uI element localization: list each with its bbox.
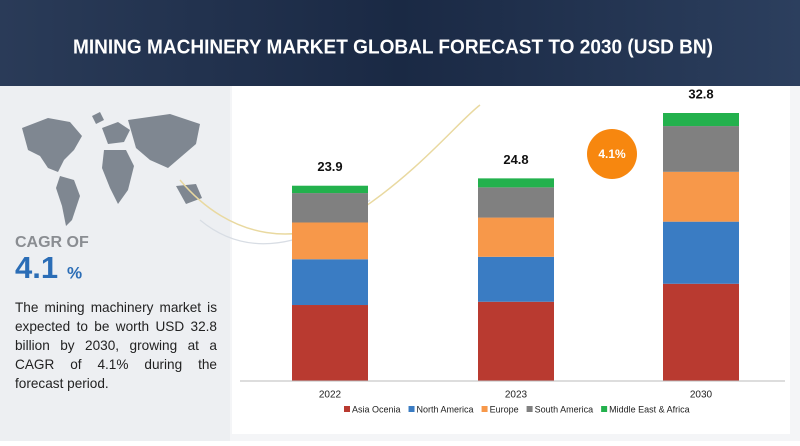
legend-label: South America <box>535 404 594 414</box>
cagr-badge-label: 4.1% <box>598 147 626 161</box>
chart: 23.9 2022 24.8 2023 32.8 2030 4.1% Asia Ocenia N… <box>240 86 785 414</box>
bar-segment <box>478 301 554 381</box>
legend-swatch <box>408 406 415 412</box>
x-tick-label: 2022 <box>319 390 342 401</box>
legend-label: Asia Ocenia <box>352 404 401 414</box>
bar-segment <box>478 178 554 188</box>
bar-segment <box>292 185 368 194</box>
bar-segment <box>478 256 554 302</box>
legend-swatch <box>601 406 608 412</box>
legend-label: Europe <box>490 404 519 414</box>
total-label: 32.8 <box>688 86 713 101</box>
bar-segment <box>292 222 368 260</box>
cagr-value: 4.1 <box>15 250 58 285</box>
header-title: MINING MACHINERY MARKET GLOBAL FORECAST … <box>73 36 713 58</box>
world-map <box>22 112 202 226</box>
bar-segment <box>663 126 739 172</box>
bar-segment <box>292 259 368 306</box>
bar-segment <box>478 187 554 218</box>
bar-segment <box>663 113 739 127</box>
legend-swatch <box>344 406 350 412</box>
cagr-badge <box>587 129 637 179</box>
legend-swatch <box>481 406 488 412</box>
cagr-heading: CAGR OF <box>15 234 89 251</box>
bar-segment <box>292 193 368 223</box>
x-tick-label: 2030 <box>690 390 713 401</box>
header-band <box>0 0 800 86</box>
bar-segment <box>663 221 739 284</box>
x-tick-label: 2023 <box>505 390 528 401</box>
legend-label: Middle East & Africa <box>609 404 690 414</box>
total-label: 23.9 <box>317 159 342 174</box>
bar-segment <box>663 283 739 381</box>
legend-label: North America <box>417 404 474 414</box>
bar-segment <box>478 217 554 257</box>
bar-segment <box>663 171 739 222</box>
legend-swatch <box>526 406 533 412</box>
cagr-unit: % <box>67 263 82 282</box>
bar-segment <box>292 305 368 381</box>
total-label: 24.8 <box>503 152 528 167</box>
description: The mining machinery market is expected … <box>15 300 217 391</box>
